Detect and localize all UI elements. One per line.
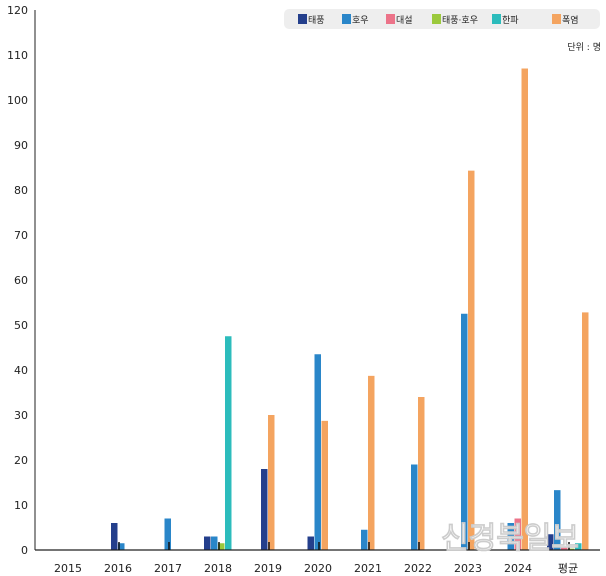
y-tick-label: 70 (14, 229, 28, 242)
legend-label: 대설 (396, 15, 413, 26)
legend-swatch (386, 14, 395, 24)
bar-태풍-2016 (111, 523, 118, 550)
y-tick-label: 120 (7, 4, 28, 17)
x-tick-label: 2023 (454, 562, 482, 575)
y-tick-label: 60 (14, 274, 28, 287)
x-tick-label: 2017 (154, 562, 182, 575)
bar-호우-평균 (554, 490, 561, 550)
bar-폭염-2022 (418, 397, 425, 550)
y-tick-label: 40 (14, 364, 28, 377)
legend-label: 호우 (352, 15, 369, 26)
bar-한파-평균 (575, 543, 582, 550)
y-tick-label: 10 (14, 499, 28, 512)
bar-태풍-2020 (307, 536, 314, 550)
unit-label: 단위 : 명 (567, 42, 601, 53)
x-tick-label: 2015 (54, 562, 82, 575)
bar-대설-평균 (561, 547, 568, 550)
legend-swatch (492, 14, 501, 24)
y-tick-label: 20 (14, 454, 28, 467)
legend-label: 태풍·호우 (442, 15, 478, 26)
bar-태풍-평균 (547, 534, 554, 550)
legend-swatch (552, 14, 561, 24)
x-tick-label: 2020 (304, 562, 332, 575)
bar-폭염-평균 (582, 312, 589, 550)
bar-호우-2018 (211, 536, 218, 550)
y-tick-label: 30 (14, 409, 28, 422)
legend-label: 한파 (502, 15, 519, 26)
bar-호우-2020 (314, 354, 321, 550)
y-tick-label: 90 (14, 139, 28, 152)
y-tick-label: 100 (7, 94, 28, 107)
legend-box (284, 9, 600, 29)
legend: 태풍 호우 대설 태풍·호우 한파 폭염 (298, 14, 579, 26)
bar-한파-2018 (225, 336, 232, 550)
bar-태풍·호우-평균 (568, 548, 575, 550)
legend-label: 폭염 (562, 15, 579, 26)
x-tick-label: 2018 (204, 562, 232, 575)
bar-태풍·호우-2018 (218, 543, 225, 550)
y-tick-label: 50 (14, 319, 28, 332)
bar-태풍-2018 (204, 536, 211, 550)
bars (111, 68, 589, 550)
bar-호우-2024 (507, 523, 514, 550)
x-tick-label: 2024 (504, 562, 532, 575)
x-tick-label: 2021 (354, 562, 382, 575)
bar-태풍-2019 (261, 469, 268, 550)
legend-swatch (342, 14, 351, 24)
bar-폭염-2019 (268, 415, 275, 550)
y-tick-label: 80 (14, 184, 28, 197)
y-tick-label: 110 (7, 49, 28, 62)
x-tick-label: 평균 (558, 562, 578, 575)
bar-대설-2024 (514, 518, 521, 550)
bar-폭염-2021 (368, 375, 375, 550)
bar-폭염-2024 (521, 68, 528, 550)
bar-호우-2021 (361, 529, 368, 550)
watermark: 신경북일보 (441, 521, 579, 556)
legend-swatch (298, 14, 307, 24)
bar-호우-2022 (411, 464, 418, 550)
bar-호우-2023 (461, 313, 468, 550)
x-tick-label: 2022 (404, 562, 432, 575)
y-axis: 0 10 20 30 40 50 60 70 80 90 100 110 120 (7, 4, 28, 557)
legend-swatch (432, 14, 441, 24)
bar-호우-2016 (118, 543, 125, 550)
legend-label: 태풍 (308, 15, 325, 26)
bar-폭염-2023 (468, 170, 475, 550)
x-axis: 2015 2016 2017 2018 2019 2020 2021 2022 2023 2024… (54, 542, 578, 575)
bar-폭염-2020 (321, 420, 328, 550)
bar-호우-2017 (164, 518, 171, 550)
y-tick-label: 0 (21, 544, 28, 557)
x-tick-label: 2016 (104, 562, 132, 575)
x-tick-label: 2019 (254, 562, 282, 575)
